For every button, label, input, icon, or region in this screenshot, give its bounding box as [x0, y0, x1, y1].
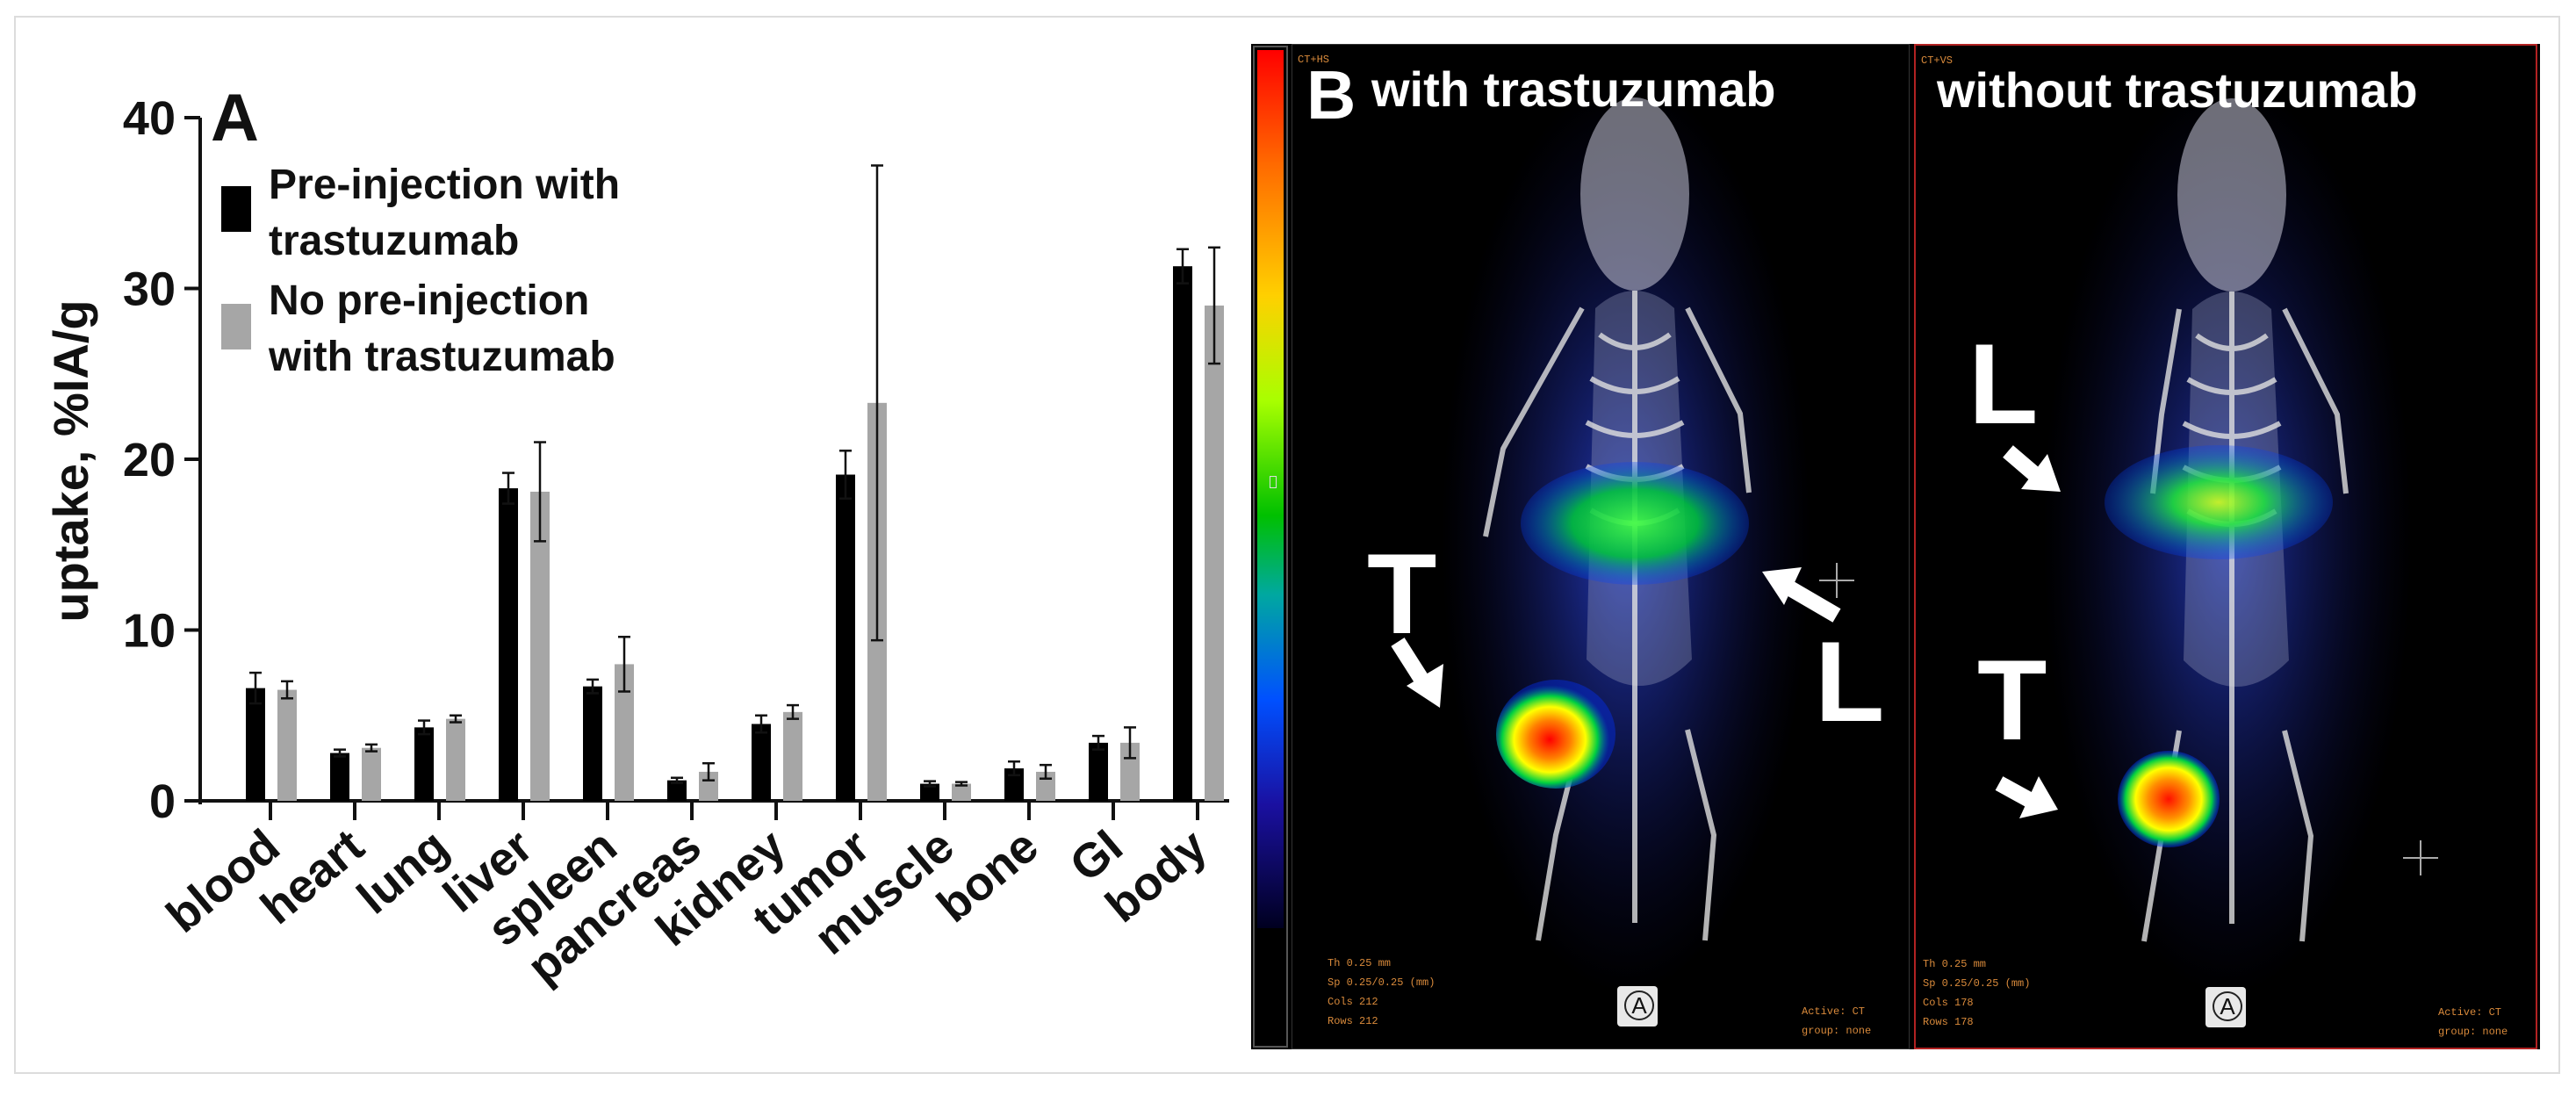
- mouse-scan-image-right: [2043, 81, 2412, 994]
- scan-left-meta-right: Active: CT group: none: [1802, 1002, 1871, 1041]
- scan-right-meta-right: Active: CT group: none: [2438, 1003, 2508, 1041]
- scan-left-meta-line: Th 0.25 mm: [1328, 957, 1392, 969]
- orientation-badge-right-text: A: [2213, 991, 2242, 1021]
- bars-group: [246, 164, 1224, 802]
- scan-right-meta-line: Cols 178: [1923, 997, 1974, 1009]
- legend-label-no-pre-injection-line1: No pre-injection: [269, 277, 589, 324]
- bar-pre-injection-liver: [499, 488, 518, 801]
- panel-a-label: A: [211, 81, 259, 155]
- chart-panel-a: A uptake, %IA/g 0 10 20 30 40 blood heart lung l…: [0, 0, 1247, 1095]
- bar-pre-injection-spleen: [583, 686, 602, 801]
- color-scale-marker: [1270, 476, 1277, 488]
- bar-chart: A uptake, %IA/g 010203040bloodheartlungl…: [43, 81, 1229, 994]
- scan-right-title: without trastuzumab: [1937, 62, 2418, 118]
- scan-right-group: group: none: [2438, 1026, 2508, 1038]
- scan-left-meta-line: Cols 212: [1328, 996, 1378, 1008]
- scan-right-meta-line: Sp 0.25/0.25 (mm): [1923, 977, 2031, 990]
- bar-pre-injection-muscle: [920, 783, 939, 801]
- bar-pre-injection-gi: [1089, 742, 1108, 801]
- scan-left-corner-text: CT+HS: [1298, 54, 1330, 66]
- orientation-badge-right: A: [2205, 987, 2246, 1027]
- scan-right-corner-text: CT+VS: [1921, 54, 1954, 67]
- liver-label-left: L: [1815, 617, 1885, 746]
- bar-pre-injection-lung: [414, 727, 434, 801]
- bar-pre-injection-tumor: [836, 474, 855, 801]
- tumor-label-right: T: [1977, 636, 2047, 764]
- scan-left-title: with trastuzumab: [1371, 61, 1776, 117]
- bar-no-pre-injection-spleen: [615, 664, 634, 801]
- scan-right-meta-line: Th 0.25 mm: [1923, 958, 1987, 970]
- scan-right-meta: Th 0.25 mm Sp 0.25/0.25 (mm) Cols 178 Rows …: [1923, 955, 2030, 1032]
- tumor-label-left: T: [1367, 529, 1437, 658]
- y-tick-label: 20: [123, 434, 176, 486]
- scan-with-trastuzumab: CT+HS B with trastuzumab T L Th 0.25 mm S…: [1292, 44, 1910, 1049]
- scan-left-arrows: [1391, 563, 1854, 708]
- y-tick-label: 0: [149, 775, 176, 828]
- bar-no-pre-injection-liver: [530, 491, 550, 801]
- scan-without-trastuzumab: CT+VS without trastuzumab L T Th 0.25 mm…: [1914, 44, 2537, 1049]
- legend-swatch-pre-injection: [221, 186, 251, 232]
- bar-no-pre-injection-muscle: [952, 783, 971, 801]
- scan-right-arrows: [1995, 445, 2438, 875]
- bar-no-pre-injection-kidney: [783, 711, 802, 801]
- bar-no-pre-injection-pancreas: [699, 771, 718, 801]
- liver-arrow-left: [1780, 578, 1841, 623]
- x-tick-label-lung: lung: [348, 819, 458, 924]
- bar-pre-injection-heart: [330, 753, 349, 801]
- panel-b-imaging: CT+HS B with trastuzumab T L Th 0.25 mm S…: [1251, 44, 2540, 1049]
- orientation-badge-left: A: [1617, 986, 1658, 1027]
- scan-left-meta-line: Rows 212: [1328, 1015, 1378, 1027]
- scan-left-meta-line: Sp 0.25/0.25 (mm): [1328, 976, 1436, 989]
- scan-right-meta-line: Rows 178: [1923, 1016, 1974, 1028]
- scan-left-meta: Th 0.25 mm Sp 0.25/0.25 (mm) Cols 212 Rows …: [1328, 954, 1435, 1031]
- bar-pre-injection-bone: [1004, 768, 1024, 801]
- bar-no-pre-injection-heart: [362, 747, 381, 801]
- bar-pre-injection-body: [1173, 266, 1192, 802]
- legend: Pre-injection with trastuzumab No pre-in…: [221, 162, 620, 380]
- bar-pre-injection-blood: [246, 688, 265, 801]
- legend-swatch-no-pre-injection: [221, 304, 251, 349]
- x-tick-label-bone: bone: [927, 819, 1047, 933]
- liver-label-right: L: [1968, 320, 2039, 448]
- color-scale-gradient: [1257, 50, 1284, 928]
- bar-pre-injection-pancreas: [667, 780, 687, 801]
- scan-left-group: group: none: [1802, 1025, 1872, 1037]
- bar-no-pre-injection-lung: [446, 718, 465, 801]
- scan-left-active: Active: CT: [1802, 1005, 1866, 1018]
- y-tick-label: 30: [123, 263, 176, 316]
- mouse-scan-image-left: [1442, 80, 1810, 993]
- legend-label-pre-injection-line2: trastuzumab: [269, 218, 519, 264]
- bar-no-pre-injection-blood: [277, 689, 297, 801]
- y-tick-label: 40: [123, 92, 176, 145]
- x-tick-label-body: body: [1096, 819, 1216, 933]
- axes: 010203040bloodheartlungliverspleenpancre…: [123, 92, 1229, 994]
- legend-label-pre-injection-line1: Pre-injection with: [269, 162, 620, 208]
- scan-right-active: Active: CT: [2438, 1006, 2502, 1019]
- panel-b-label: B: [1306, 56, 1356, 133]
- bar-pre-injection-kidney: [752, 724, 771, 801]
- color-scale-bar: [1253, 46, 1288, 1048]
- y-axis-label: uptake, %IA/g: [43, 299, 98, 622]
- y-tick-label: 10: [123, 605, 176, 658]
- orientation-badge-left-text: A: [1624, 991, 1654, 1020]
- legend-label-no-pre-injection-line2: with trastuzumab: [268, 334, 615, 380]
- bar-no-pre-injection-body: [1205, 305, 1224, 801]
